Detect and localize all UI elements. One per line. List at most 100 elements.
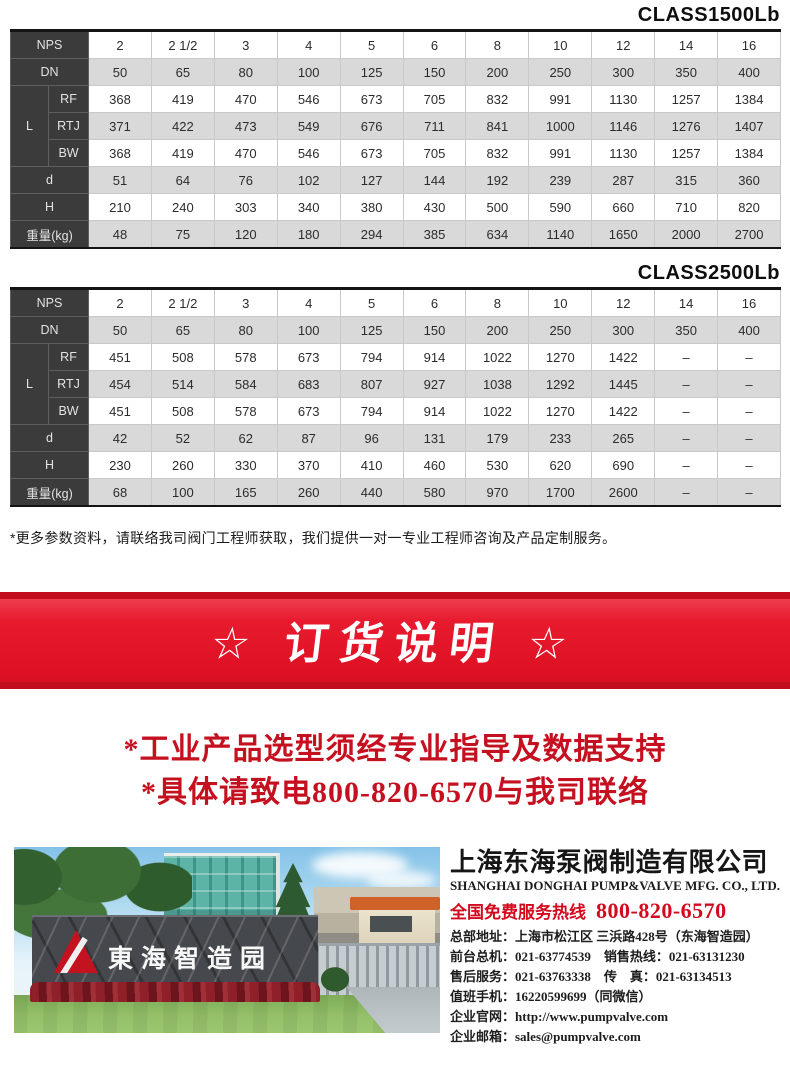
table-cell: – xyxy=(717,451,781,479)
table-cell: 127 xyxy=(339,166,404,194)
notice-line: *具体请致电800-820-6570与我司联络 xyxy=(141,776,649,809)
cloud xyxy=(366,871,436,889)
table-cell: 1422 xyxy=(591,343,656,371)
service-hotline: 全国免费服务热线 800-820-6570 xyxy=(450,898,780,927)
table-cell: 368 xyxy=(88,139,152,167)
row-header: 重量(kg) xyxy=(9,478,90,507)
table-cell: 6 xyxy=(402,30,467,59)
table-cell: 673 xyxy=(276,397,341,425)
table-cell: 42 xyxy=(88,424,152,452)
table-cell: 51 xyxy=(88,166,152,194)
table-cell: 96 xyxy=(339,424,404,452)
table-cell: 62 xyxy=(213,424,278,452)
table-cell: 1384 xyxy=(717,85,781,113)
table-cell: 65 xyxy=(150,316,215,344)
contact-address: 总部地址：上海市松江区 三浜路428号（东海智造园） xyxy=(450,929,759,944)
class1500-section: CLASS1500Lb NPS 2 2 1/2 3 4 5 6 8 10 12 14 16 DN 50 65… xyxy=(0,4,790,249)
table-cell: 125 xyxy=(339,58,404,86)
table-cell: 451 xyxy=(88,397,152,425)
table-cell: – xyxy=(654,343,719,371)
table-cell: 16 xyxy=(717,288,781,317)
table-cell: 1257 xyxy=(654,139,719,167)
table-cell: 165 xyxy=(213,478,278,507)
col-header: NPS xyxy=(9,30,90,59)
table-cell: 991 xyxy=(528,85,593,113)
table-cell: 200 xyxy=(465,58,530,86)
table-cell: 400 xyxy=(717,316,781,344)
table-cell: 294 xyxy=(339,220,404,249)
notices: *工业产品选型须经专业指导及数据支持 *具体请致电800-820-6570与我司… xyxy=(0,728,790,814)
table-cell: 794 xyxy=(339,343,404,371)
table-cell: 340 xyxy=(276,193,341,221)
table-cell: 620 xyxy=(528,451,593,479)
table-cell: 970 xyxy=(465,478,530,507)
row-header: RF xyxy=(47,85,90,113)
table-cell: 300 xyxy=(591,58,656,86)
table-cell: 1445 xyxy=(591,370,656,398)
table-cell: 8 xyxy=(465,30,530,59)
row-header: d xyxy=(9,166,90,194)
footer: 東海智造园 上海东海泵阀制造有限公司 SHANGHAI DONGHAI PUMP… xyxy=(14,847,785,1047)
table-cell: 546 xyxy=(276,139,341,167)
table-cell: 350 xyxy=(654,58,719,86)
class2500-table: NPS 2 2 1/2 3 4 5 6 8 10 12 14 16 DN 50 65 80 100 125 150 2… xyxy=(9,287,781,507)
table-cell: 673 xyxy=(339,139,404,167)
table-cell: 385 xyxy=(402,220,467,249)
hotline-number: 800-820-6570 xyxy=(596,898,727,923)
table-cell: – xyxy=(717,478,781,507)
table-cell: 240 xyxy=(150,193,215,221)
hotline-label: 全国免费服务热线 xyxy=(450,903,586,922)
table-cell: 451 xyxy=(88,343,152,371)
table-cell: 48 xyxy=(88,220,152,249)
gatehouse-roof xyxy=(350,897,440,910)
table-cell: 12 xyxy=(591,288,656,317)
table-cell: 470 xyxy=(213,139,278,167)
table-cell: 210 xyxy=(88,193,152,221)
table-cell: 454 xyxy=(88,370,152,398)
contact-website: 企业官网：http://www.pumpvalve.com xyxy=(450,1009,669,1024)
table-cell: 87 xyxy=(276,424,341,452)
table-cell: 440 xyxy=(339,478,404,507)
table-cell: 64 xyxy=(150,166,215,194)
table-cell: – xyxy=(654,424,719,452)
table-cell: 1038 xyxy=(465,370,530,398)
table-cell: 6 xyxy=(402,288,467,317)
table-cell: 634 xyxy=(465,220,530,249)
table-cell: 192 xyxy=(465,166,530,194)
class2500-section: CLASS2500Lb NPS 2 2 1/2 3 4 5 6 8 10 12 14 16 DN 50 65… xyxy=(0,262,790,507)
class1500-table: NPS 2 2 1/2 3 4 5 6 8 10 12 14 16 DN 50 65 80 100 125 150 2… xyxy=(9,29,781,249)
table-cell: 287 xyxy=(591,166,656,194)
table-cell: 820 xyxy=(717,193,781,221)
table-cell: 705 xyxy=(402,85,467,113)
table-cell: 2 xyxy=(88,288,152,317)
table-cell: 5 xyxy=(339,288,404,317)
table-cell: 125 xyxy=(339,316,404,344)
table-cell: 410 xyxy=(339,451,404,479)
table-cell: 80 xyxy=(213,316,278,344)
table-cell: 80 xyxy=(213,58,278,86)
table-cell: 102 xyxy=(276,166,341,194)
table-cell: 239 xyxy=(528,166,593,194)
table-cell: 350 xyxy=(654,316,719,344)
banner-title: ☆ 订货说明 ☆ xyxy=(207,619,582,669)
table-cell: – xyxy=(654,478,719,507)
table-cell: 330 xyxy=(213,451,278,479)
table-cell: 710 xyxy=(654,193,719,221)
table-cell: 52 xyxy=(150,424,215,452)
table-cell: 473 xyxy=(213,112,278,140)
table-cell: 711 xyxy=(402,112,467,140)
table-cell: 578 xyxy=(213,343,278,371)
table-cell: – xyxy=(654,451,719,479)
table-cell: 508 xyxy=(150,397,215,425)
table-cell: 250 xyxy=(528,58,593,86)
table-cell: – xyxy=(654,397,719,425)
table-cell: 832 xyxy=(465,139,530,167)
page: CLASS1500Lb NPS 2 2 1/2 3 4 5 6 8 10 12 14 16 DN 50 65… xyxy=(0,4,790,1047)
table-cell: 508 xyxy=(150,343,215,371)
table-cell: 16 xyxy=(717,30,781,59)
row-header: DN xyxy=(9,316,90,344)
table-cell: 14 xyxy=(654,288,719,317)
table-cell: 300 xyxy=(591,316,656,344)
table-cell: 303 xyxy=(213,193,278,221)
table-cell: – xyxy=(717,343,781,371)
